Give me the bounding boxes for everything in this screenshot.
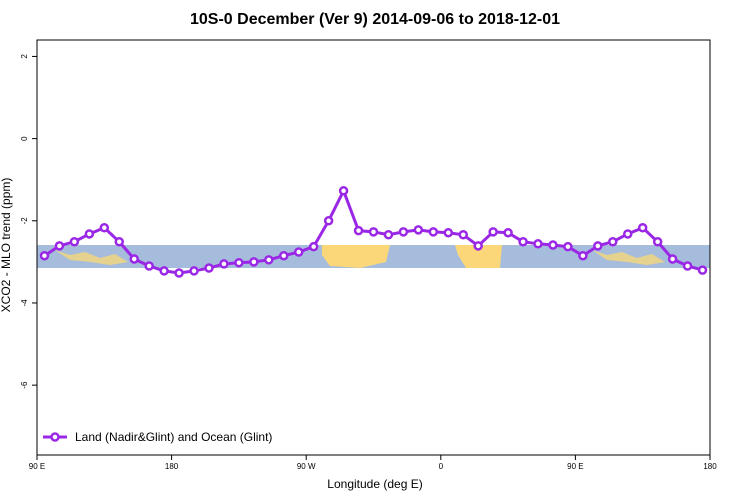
point <box>637 223 648 233</box>
point <box>428 227 439 237</box>
y-axis-label: XCO2 - MLO trend (ppm) <box>0 178 13 313</box>
point <box>54 241 65 251</box>
point <box>548 240 558 250</box>
point <box>398 227 409 237</box>
point <box>622 229 633 239</box>
y-tick-label: -4 <box>20 299 29 307</box>
point <box>383 230 394 240</box>
point <box>234 257 244 268</box>
y-tick-label: 2 <box>20 54 29 59</box>
x-tick-label: 90 E <box>567 462 583 471</box>
x-tick-label: 90 E <box>29 462 45 471</box>
point <box>533 239 543 249</box>
point <box>652 236 663 247</box>
point <box>264 255 274 265</box>
y-tick-label: -6 <box>20 381 29 389</box>
point <box>84 229 95 239</box>
point <box>443 227 454 238</box>
point <box>219 259 229 269</box>
point <box>39 250 50 261</box>
point <box>413 225 424 235</box>
point <box>204 263 214 273</box>
x-tick-label: 180 <box>703 462 717 471</box>
point <box>353 225 364 236</box>
point <box>323 216 334 226</box>
x-axis-label: Longitude (deg E) <box>327 477 422 491</box>
point <box>69 236 80 247</box>
x-tick-label: 180 <box>165 462 179 471</box>
map-band <box>37 245 710 268</box>
chart-title: 10S-0 December (Ver 9) 2014-09-06 to 201… <box>190 11 560 28</box>
point <box>129 254 139 264</box>
point <box>518 236 528 247</box>
plot-frame <box>36 39 711 456</box>
point <box>308 241 319 252</box>
point <box>667 254 678 264</box>
point <box>249 257 259 267</box>
legend-label: Land (Nadir&Glint) and Ocean (Glint) <box>75 430 272 444</box>
point <box>697 265 708 275</box>
point <box>458 230 468 240</box>
point <box>293 247 304 257</box>
point <box>488 227 498 237</box>
point <box>174 268 184 278</box>
point <box>279 250 289 261</box>
point <box>144 261 154 271</box>
point <box>608 236 618 247</box>
point <box>473 241 483 251</box>
y-tick-label: 0 <box>20 136 29 141</box>
point <box>563 241 573 252</box>
point <box>368 227 379 237</box>
point <box>503 227 513 238</box>
x-tick-label: 90 W <box>297 462 316 471</box>
legend-marker <box>50 432 60 442</box>
point <box>593 241 603 251</box>
x-tick-label: 0 <box>439 462 444 471</box>
point <box>114 236 125 247</box>
point <box>338 186 349 196</box>
point <box>682 261 693 271</box>
point <box>189 266 199 276</box>
point <box>159 266 169 276</box>
y-tick-label: -2 <box>20 217 29 225</box>
point <box>578 250 588 261</box>
point <box>99 223 110 233</box>
